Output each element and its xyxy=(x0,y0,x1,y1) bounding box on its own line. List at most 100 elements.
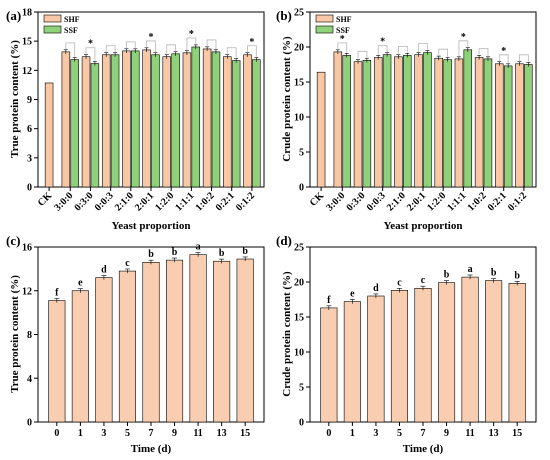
panel-a-label: (a) xyxy=(6,8,21,23)
significance-letter: a xyxy=(196,242,201,253)
bar-shf xyxy=(495,63,504,188)
bar-ssf xyxy=(483,58,493,188)
significance-letter: a xyxy=(468,264,473,275)
x-tick-label: 0:0:3 xyxy=(93,190,116,213)
panel-b-label: (b) xyxy=(276,8,292,23)
bar-shf xyxy=(333,51,343,188)
x-tick-label: 2:1:0 xyxy=(385,190,408,213)
comparison-bracket xyxy=(438,48,449,57)
comparison-bracket xyxy=(377,45,388,55)
comparison-bracket xyxy=(357,50,368,59)
bar xyxy=(189,254,207,423)
significance-letter: b xyxy=(172,247,178,258)
significance-letter: b xyxy=(491,268,497,279)
significance-marker: * xyxy=(501,46,506,57)
panel-b-marks: 0510152025CK*3:0:00:3:0*0:0:32:1:02:0:11… xyxy=(294,8,533,213)
x-tick-label: 15 xyxy=(512,428,522,439)
x-tick-label: 2:0:1 xyxy=(133,190,156,213)
panel-b-y-axis-title: Crude protein content (%) xyxy=(281,36,293,162)
significance-letter: c xyxy=(125,258,130,269)
bar-shf xyxy=(182,52,192,188)
x-tick-label: 7 xyxy=(421,428,426,439)
significance-marker: * xyxy=(340,34,345,45)
comparison-bracket xyxy=(226,47,237,58)
bar-shf xyxy=(101,54,111,188)
bar-ssf xyxy=(151,54,160,188)
x-tick-label: 0:2:1 xyxy=(214,190,237,213)
y-tick-label: 4 xyxy=(27,374,32,385)
significance-marker: * xyxy=(189,29,194,40)
significance-letter: e xyxy=(350,289,355,300)
y-tick-label: 25 xyxy=(294,8,304,19)
bar-ssf xyxy=(231,60,241,188)
y-tick-label: 15 xyxy=(294,78,304,89)
x-tick-label: 5 xyxy=(397,428,402,439)
panel-b-x-axis-title: Yeast proportion xyxy=(384,220,463,232)
bar-shf xyxy=(202,48,212,188)
y-tick-label: 10 xyxy=(294,348,304,359)
comparison-bracket xyxy=(206,39,217,49)
panel-a: (a) True protein content (%) Yeast propo… xyxy=(6,8,265,232)
y-tick-label: 12 xyxy=(22,66,32,77)
x-tick-label: 3:0:0 xyxy=(324,190,347,213)
y-tick-label: 20 xyxy=(294,278,304,289)
comparison-bracket xyxy=(125,41,136,48)
x-tick-label: 7 xyxy=(149,428,154,439)
x-tick-label: 13 xyxy=(489,428,499,439)
panel-b: (b) Crude protein content (%) Yeast prop… xyxy=(276,8,537,232)
panel-a-legend: SHF SSF xyxy=(43,14,80,35)
panel-d-y-axis-title: Crude protein content (%) xyxy=(281,271,293,397)
bar-shf xyxy=(353,61,363,188)
bar xyxy=(118,270,136,423)
significance-marker: * xyxy=(88,39,93,50)
y-tick-label: 8 xyxy=(27,330,32,341)
x-tick-label: 3:0:0 xyxy=(52,190,75,213)
bar-shf xyxy=(394,56,403,188)
significance-letter: e xyxy=(78,278,83,289)
comparison-bracket xyxy=(478,48,489,56)
bar-ssf xyxy=(211,51,221,188)
x-tick-label: 1:2:0 xyxy=(425,190,448,213)
legend-label-shf: SHF xyxy=(64,15,80,24)
legend-label-shf: SHF xyxy=(336,15,352,24)
x-tick-label: 9 xyxy=(444,428,449,439)
x-tick-label: 0:3:0 xyxy=(344,190,367,213)
comparison-bracket xyxy=(186,37,197,50)
y-tick-label: 5 xyxy=(299,383,304,394)
panel-d: (d) Crude protein content (%) Time (d) 0… xyxy=(276,233,537,455)
bar-shf xyxy=(142,49,151,188)
significance-marker: * xyxy=(249,37,254,48)
bar xyxy=(367,295,385,423)
y-tick-label: 5 xyxy=(299,148,304,159)
significance-marker: * xyxy=(380,37,385,48)
bar xyxy=(414,287,432,423)
significance-letter: f xyxy=(327,295,331,306)
significance-marker: * xyxy=(461,32,466,43)
bar-shf xyxy=(223,56,232,188)
x-tick-label: 3 xyxy=(373,428,378,439)
x-tick-label: 0:1:2 xyxy=(234,190,257,213)
y-tick-label: 12 xyxy=(22,286,32,297)
bar-ssf xyxy=(191,46,201,188)
bar xyxy=(142,262,160,423)
y-tick-label: 3 xyxy=(27,153,32,164)
x-tick-label: 3 xyxy=(101,428,106,439)
bar xyxy=(213,260,231,423)
x-tick-label: 9 xyxy=(172,428,177,439)
bar xyxy=(485,280,503,423)
comparison-bracket xyxy=(85,47,96,61)
x-tick-label: 1:0:2 xyxy=(194,190,217,213)
bar-ssf xyxy=(463,49,473,188)
bar-ssf xyxy=(90,63,100,188)
bar-shf xyxy=(515,63,524,188)
bar-ck xyxy=(44,82,54,188)
panel-a-y-axis-title: True protein content (%) xyxy=(9,40,21,158)
comparison-bracket xyxy=(458,40,469,56)
x-tick-label: 0:2:1 xyxy=(486,190,509,213)
bar xyxy=(48,300,66,423)
bar-ssf xyxy=(443,59,452,188)
comparison-bracket xyxy=(146,40,156,52)
bar-shf xyxy=(81,56,91,188)
x-tick-label: 11 xyxy=(193,428,202,439)
